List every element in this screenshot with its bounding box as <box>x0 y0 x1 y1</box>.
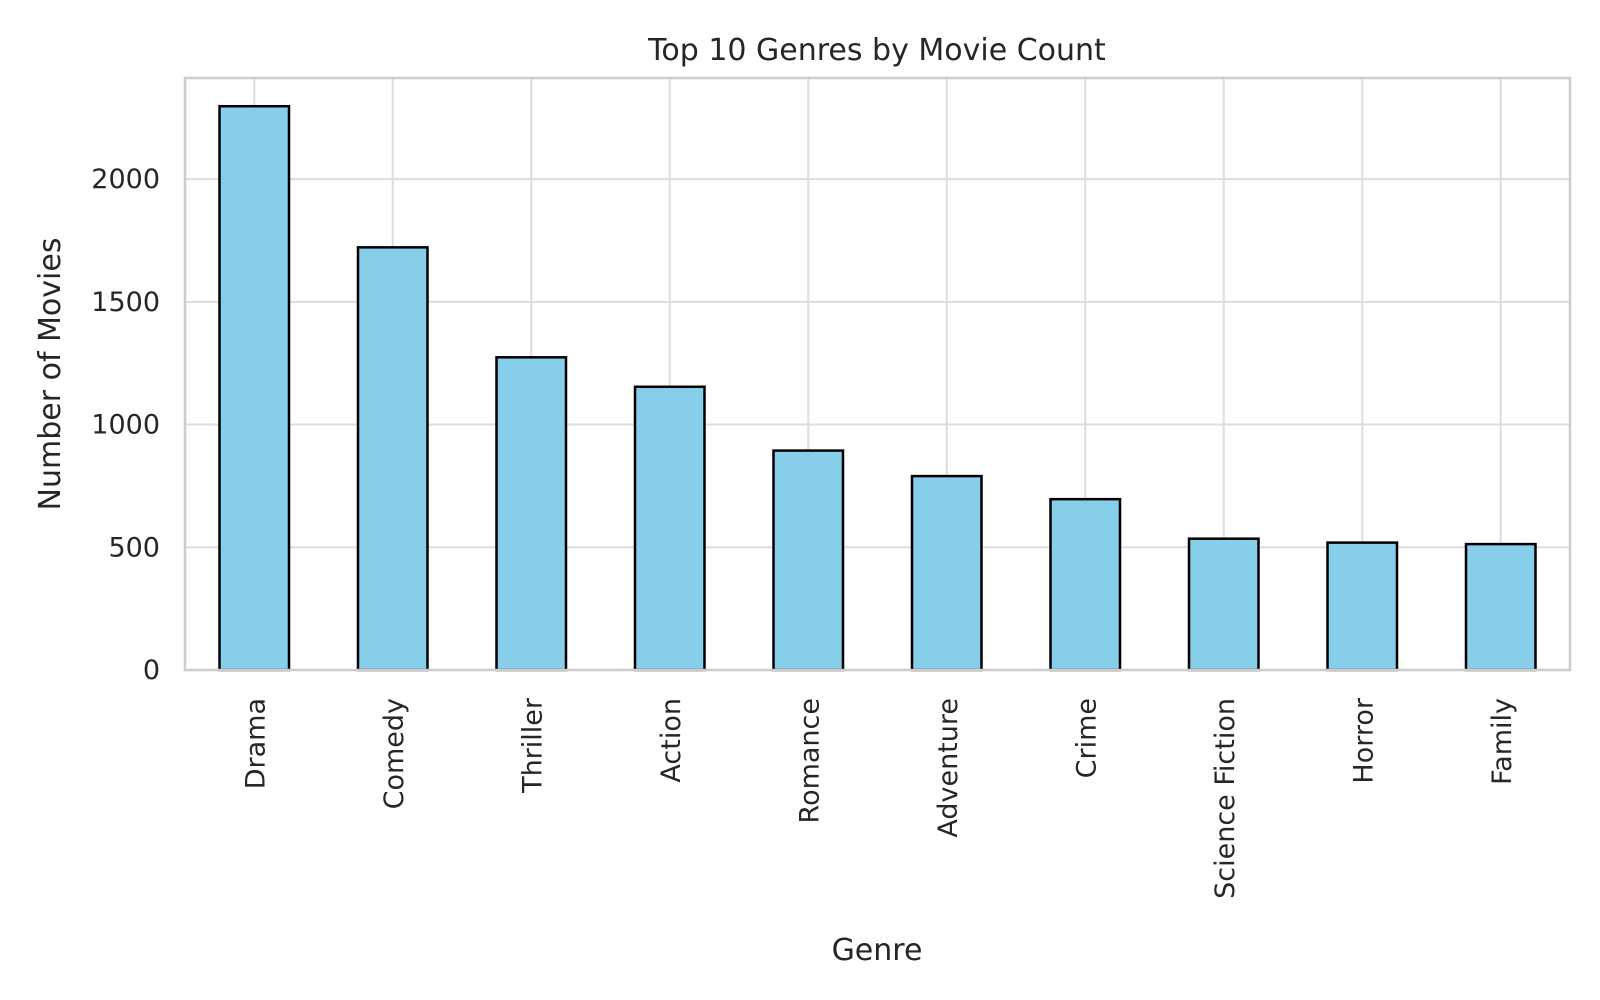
bar-horror <box>1326 541 1399 672</box>
y-tick-label: 2000 <box>91 164 160 195</box>
y-axis-label: Number of Movies <box>33 238 68 511</box>
x-axis-label: Genre <box>832 933 923 968</box>
x-tick-label: Action <box>656 698 687 783</box>
x-tick-label: Comedy <box>379 698 410 809</box>
chart-title: Top 10 Genres by Movie Count <box>647 33 1106 68</box>
bar-family <box>1464 542 1537 672</box>
y-tick-label: 500 <box>108 532 160 563</box>
x-tick-label: Adventure <box>933 698 964 838</box>
x-tick-label: Romance <box>794 698 825 823</box>
x-tick-labels: Drama Comedy Thriller Action Romance Adventur… <box>240 697 1518 899</box>
y-tick-label: 1500 <box>91 287 160 318</box>
bar-romance <box>772 449 845 672</box>
x-tick-label: Family <box>1487 698 1518 785</box>
bar-adventure <box>910 474 983 672</box>
bar-action <box>633 385 706 672</box>
x-tick-label: Horror <box>1348 697 1379 783</box>
bar-comedy <box>356 246 429 672</box>
y-tick-labels: 0 500 1000 1500 2000 <box>91 164 160 686</box>
bar-drama <box>218 104 291 672</box>
bar-science-fiction <box>1187 537 1260 672</box>
plot-frame <box>183 76 1572 672</box>
x-tick-label: Drama <box>240 698 271 789</box>
y-tick-label: 0 <box>143 655 160 686</box>
bars-layer <box>218 104 1537 672</box>
x-tick-label: Science Fiction <box>1210 698 1241 899</box>
x-tick-label: Crime <box>1071 698 1102 778</box>
y-tick-label: 1000 <box>91 410 160 441</box>
bar-crime <box>1049 497 1122 672</box>
bar-thriller <box>495 356 568 672</box>
x-tick-label: Thriller <box>517 697 548 794</box>
